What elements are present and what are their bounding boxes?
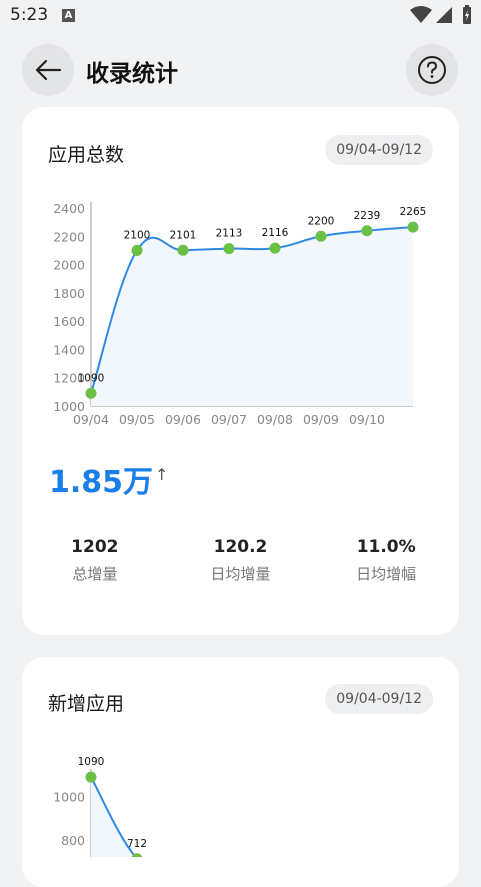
stat-label: 总增量 <box>72 565 118 583</box>
x-tick-label: 09/10 <box>349 412 385 427</box>
data-point <box>131 244 143 256</box>
y-tick-label: 1400 <box>53 342 85 357</box>
stat-value: 11.0% <box>356 537 416 557</box>
y-tick-label: 1200 <box>53 371 85 386</box>
card-title: 应用总数 <box>48 144 125 166</box>
data-point <box>361 225 373 237</box>
area-fill <box>91 227 413 406</box>
x-tick-label: 09/07 <box>211 412 247 427</box>
stat-total-increase: 1202 总增量 <box>22 537 168 584</box>
x-tick-label: 09/08 <box>257 412 293 427</box>
help-button[interactable] <box>406 44 458 96</box>
wifi-icon <box>410 6 432 23</box>
y-tick-label: 2400 <box>53 201 85 216</box>
stat-daily-growth-rate: 11.0% 日均增幅 <box>313 537 459 584</box>
a-notification-icon: A <box>62 9 75 22</box>
new-apps-card: 新增应用 09/04-09/12 800 1000 1090 712 <box>22 657 459 887</box>
series-line <box>90 776 137 857</box>
data-point <box>269 242 281 254</box>
x-tick-label: 09/09 <box>303 412 339 427</box>
arrow-left-icon <box>35 59 62 81</box>
data-label: 1090 <box>78 756 105 768</box>
date-range-pill[interactable]: 09/04-09/12 <box>325 135 433 165</box>
data-label: 2265 <box>400 206 427 218</box>
data-point <box>315 230 327 242</box>
stat-label: 日均增幅 <box>356 565 417 583</box>
data-point <box>85 771 97 783</box>
cellular-signal-icon <box>436 7 452 23</box>
data-point <box>407 221 419 233</box>
battery-charging-icon <box>463 5 471 24</box>
total-apps-card: 应用总数 09/04-09/12 1000 1200 1400 1600 1800 200… <box>22 107 459 635</box>
y-tick-label: 1800 <box>53 286 85 301</box>
data-label: 712 <box>127 838 147 850</box>
status-time: 5:23 <box>10 5 49 25</box>
data-label: 2101 <box>170 229 197 241</box>
x-tick-label: 09/04 <box>73 412 109 427</box>
y-tick-label: 2200 <box>53 229 85 244</box>
x-tick-label: 09/05 <box>119 412 155 427</box>
stat-daily-increase: 120.2 日均增量 <box>168 537 314 584</box>
stat-value: 120.2 <box>213 537 268 557</box>
total-big-number: 1.85万 <box>49 465 154 500</box>
data-point <box>85 387 97 399</box>
y-tick-label: 1600 <box>53 314 85 329</box>
new-apps-line-chart: 800 1000 1090 712 <box>53 756 147 857</box>
back-button[interactable] <box>22 44 74 96</box>
date-range-pill[interactable]: 09/04-09/12 <box>325 684 433 714</box>
data-point <box>223 243 235 255</box>
data-point <box>177 244 189 256</box>
y-tick-label: 2000 <box>53 258 85 273</box>
trend-up-icon: ↑ <box>155 465 169 484</box>
y-tick-label: 1000 <box>53 790 85 805</box>
card-title: 新增应用 <box>48 693 125 715</box>
data-label: 1090 <box>78 372 105 384</box>
data-label: 2113 <box>216 228 243 240</box>
stat-value: 1202 <box>71 537 119 557</box>
y-tick-label: 1000 <box>53 399 85 414</box>
total-summary: 1.85万 ↑ <box>49 457 168 501</box>
data-label: 2200 <box>308 215 335 227</box>
stat-label: 日均增量 <box>210 565 271 583</box>
status-bar: 5:23 A <box>0 0 481 34</box>
data-label: 2239 <box>354 210 381 222</box>
area-fill <box>91 777 136 857</box>
x-tick-label: 09/06 <box>165 412 201 427</box>
data-label: 2100 <box>124 229 151 241</box>
stats-row: 1202 总增量 120.2 日均增量 11.0% 日均增幅 <box>22 537 459 584</box>
total-apps-line-chart: 1000 1200 1400 1600 1800 2000 2200 2400 09/04 09/… <box>53 201 427 427</box>
page-title: 收录统计 <box>86 61 178 87</box>
question-circle-icon <box>418 56 446 84</box>
data-label: 2116 <box>262 227 289 239</box>
y-tick-label: 800 <box>61 833 85 848</box>
